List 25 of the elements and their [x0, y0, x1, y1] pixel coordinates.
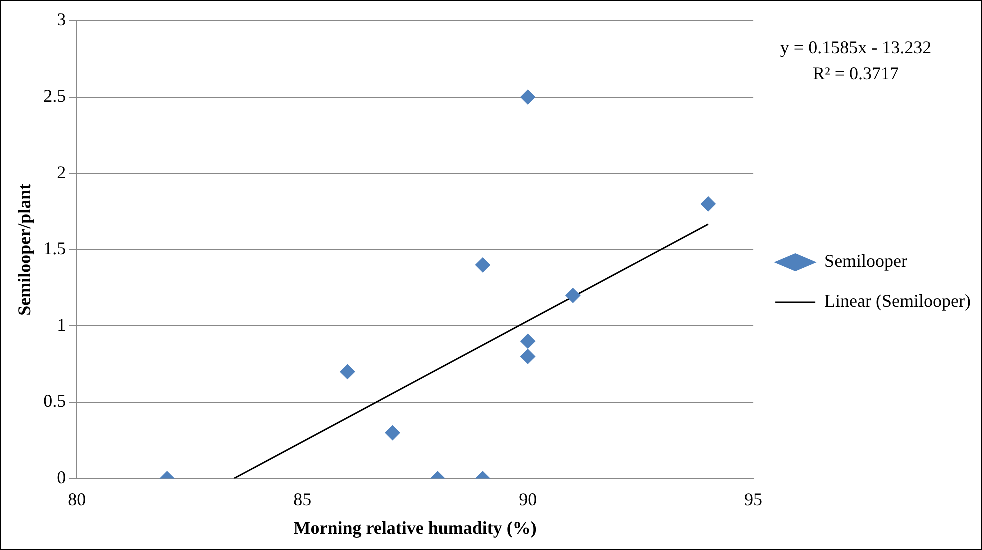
point	[520, 334, 536, 349]
legend-label: Semilooper	[824, 251, 908, 272]
point	[520, 90, 536, 105]
y-tick-label: 3	[57, 10, 66, 30]
point	[385, 426, 400, 441]
legend-label: Linear (Semilooper)	[824, 291, 972, 312]
y-axis-title: Semilooper/plant	[14, 184, 34, 316]
y-tick-label: 1.5	[44, 238, 66, 259]
x-axis-title: Morning relative humadity (%)	[294, 518, 537, 538]
text: R² = 0.3717	[812, 64, 900, 84]
x-tick-label: 90	[519, 489, 538, 510]
x-tick-label: 80	[68, 489, 86, 510]
point	[340, 364, 356, 380]
y-tick-label: 0.5	[44, 391, 66, 412]
point	[520, 349, 536, 364]
y-tick-label: 0	[57, 468, 66, 488]
point	[566, 288, 581, 304]
text: y = 0.1585x - 13.232	[780, 38, 932, 58]
point	[475, 258, 490, 273]
x-tick-label: 85	[294, 489, 312, 510]
point	[700, 196, 716, 212]
y-tick-label: 2	[57, 162, 66, 182]
x-tick-label: 95	[744, 489, 763, 510]
y-tick-label: 2.5	[44, 86, 66, 106]
y-tick-label: 1	[57, 314, 66, 335]
